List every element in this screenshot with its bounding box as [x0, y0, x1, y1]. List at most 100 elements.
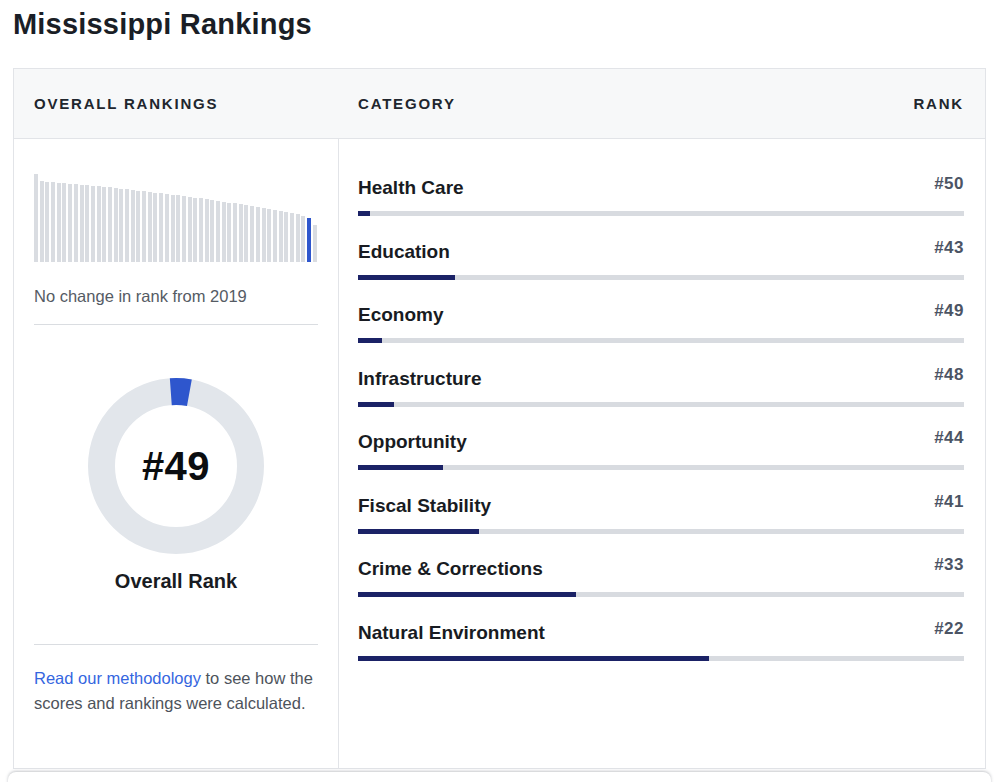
sparkline-bar — [210, 200, 214, 262]
sparkline-bar — [296, 214, 300, 262]
category-rank: #50 — [934, 173, 964, 194]
category-progress-track — [358, 656, 964, 661]
category-progress-fill — [358, 529, 479, 534]
sparkline-bar — [125, 189, 129, 262]
sparkline-bar — [244, 205, 248, 262]
sparkline-bar — [34, 174, 38, 262]
category-progress-track — [358, 465, 964, 470]
category-progress-fill — [358, 465, 443, 470]
category-row: Fiscal Stability #41 — [358, 495, 964, 559]
category-label: Opportunity — [358, 431, 467, 452]
rank-history-chart — [34, 174, 317, 262]
rank-trend-text: No change in rank from 2019 — [34, 284, 318, 308]
category-rank: #48 — [934, 364, 964, 385]
category-rank: #49 — [934, 300, 964, 321]
overall-rankings-panel: No change in rank from 2019 #49 Overall … — [14, 139, 339, 768]
rank-column-header: RANK — [913, 95, 964, 112]
sparkline-bar — [62, 183, 66, 262]
sparkline-bar — [284, 212, 288, 262]
methodology-text: Read our methodology to see how the scor… — [34, 666, 324, 716]
sparkline-bar — [262, 208, 266, 262]
card-body: No change in rank from 2019 #49 Overall … — [14, 139, 985, 768]
category-row: Economy #49 — [358, 304, 964, 368]
sparkline-bar — [165, 194, 169, 262]
sparkline-bar — [57, 183, 61, 262]
category-label: Education — [358, 241, 450, 262]
category-label: Health Care — [358, 177, 464, 198]
category-row: Crime & Corrections #33 — [358, 558, 964, 622]
category-rank: #41 — [934, 491, 964, 512]
category-column-header: CATEGORY — [358, 95, 456, 112]
rankings-card: OVERALL RANKINGS CATEGORY RANK No change… — [13, 68, 986, 769]
category-list: Health Care #50 Education #43 Economy #4… — [339, 139, 985, 768]
sparkline-bar — [301, 216, 305, 262]
category-progress-track — [358, 402, 964, 407]
sparkline-bar — [142, 191, 146, 262]
category-progress-track — [358, 338, 964, 343]
sparkline-bar — [199, 198, 203, 262]
sparkline-bar — [148, 192, 152, 262]
sparkline-bar — [102, 187, 106, 262]
category-progress-fill — [358, 211, 370, 216]
sparkline-bar — [188, 197, 192, 262]
sparkline-bar — [108, 187, 112, 262]
sparkline-bar — [250, 206, 254, 262]
category-row: Health Care #50 — [358, 177, 964, 241]
sparkline-bar — [45, 182, 49, 262]
overall-rank-value: #49 — [88, 378, 264, 554]
category-label: Infrastructure — [358, 368, 482, 389]
category-label: Fiscal Stability — [358, 495, 491, 516]
category-progress-fill — [358, 338, 382, 343]
category-rank: #33 — [934, 554, 964, 575]
sparkline-bar — [267, 209, 271, 262]
sparkline-bar — [239, 204, 243, 262]
sparkline-bar — [114, 188, 118, 262]
category-progress-fill — [358, 402, 394, 407]
category-progress-fill — [358, 275, 455, 280]
sparkline-bar — [233, 203, 237, 262]
sparkline-bar — [97, 186, 101, 262]
category-rank: #44 — [934, 427, 964, 448]
sparkline-bar — [216, 201, 220, 262]
category-progress-track — [358, 211, 964, 216]
sparkline-bar — [74, 184, 78, 262]
sparkline-bar — [91, 186, 95, 262]
sparkline-bar — [193, 198, 197, 262]
sparkline-bar — [176, 195, 180, 262]
sparkline-bar — [256, 207, 260, 262]
sparkline-bar — [205, 199, 209, 262]
sparkline-bar — [273, 210, 277, 262]
divider — [34, 644, 318, 645]
sparkline-bar — [68, 184, 72, 262]
sparkline-bar — [171, 195, 175, 262]
sparkline-bar — [131, 190, 135, 262]
overall-rank-donut: #49 — [88, 378, 264, 554]
category-row: Natural Environment #22 — [358, 622, 964, 686]
sparkline-bar — [313, 225, 317, 262]
sparkline-bar — [159, 193, 163, 262]
page-title: Mississippi Rankings — [13, 8, 312, 41]
category-row: Opportunity #44 — [358, 431, 964, 495]
sparkline-bar — [51, 182, 55, 262]
divider — [34, 324, 318, 325]
category-label: Natural Environment — [358, 622, 545, 643]
category-rank: #43 — [934, 237, 964, 258]
sparkline-bar — [222, 202, 226, 262]
sparkline-bar — [85, 185, 89, 262]
sparkline-bar — [227, 203, 231, 262]
sparkline-bar — [153, 193, 157, 262]
next-card-top-edge — [8, 772, 991, 782]
sparkline-bar — [40, 181, 44, 262]
category-row: Education #43 — [358, 241, 964, 305]
category-progress-fill — [358, 656, 709, 661]
category-progress-track — [358, 275, 964, 280]
sparkline-bar — [119, 189, 123, 262]
sparkline-bar — [182, 196, 186, 262]
overall-rankings-header: OVERALL RANKINGS — [14, 95, 339, 112]
methodology-link[interactable]: Read our methodology — [34, 669, 201, 687]
category-label: Economy — [358, 304, 444, 325]
sparkline-bar — [279, 211, 283, 262]
category-rank: #22 — [934, 618, 964, 639]
category-row: Infrastructure #48 — [358, 368, 964, 432]
sparkline-bar — [80, 185, 84, 262]
